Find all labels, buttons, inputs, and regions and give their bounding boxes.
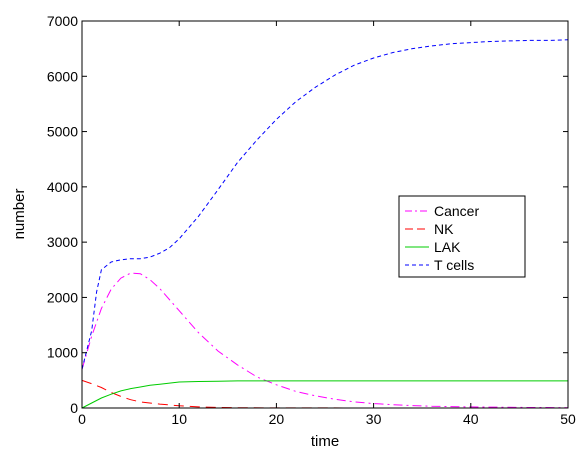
x-tick-label: 20 [269, 411, 285, 427]
series-line-t-cells [81, 39, 569, 370]
legend-label-cancer: Cancer [434, 203, 479, 219]
x-tick-label: 0 [78, 411, 86, 427]
legend: Cancer NK LAK T cells [398, 195, 526, 278]
x-tick-label: 30 [366, 411, 382, 427]
legend-label-t-cells: T cells [434, 257, 474, 273]
y-tick-label: 1000 [47, 345, 78, 361]
legend-box [398, 195, 526, 278]
legend-label-nk: NK [434, 221, 454, 237]
series-line-lak [81, 380, 568, 409]
y-tick-label: 6000 [47, 68, 78, 84]
y-tick-label: 7000 [47, 13, 78, 29]
plot-frame [81, 20, 569, 409]
y-tick-label: 4000 [47, 179, 78, 195]
y-tick-label: 0 [70, 400, 78, 416]
x-tick-label: 50 [560, 411, 576, 427]
x-tick-label: 10 [171, 411, 187, 427]
x-axis-label: time [311, 433, 339, 450]
x-tick-label: 40 [463, 411, 479, 427]
series-line-cancer [81, 272, 569, 409]
legend-label-lak: LAK [434, 239, 461, 255]
y-axis-label: number [11, 189, 28, 240]
y-tick-label: 2000 [47, 289, 78, 305]
y-tick-label: 5000 [47, 124, 78, 140]
ticks-layer: 0 10 20 30 40 50 0 1000 2000 3000 4000 5000 6000 7000 [47, 13, 576, 427]
y-tick-label: 3000 [47, 234, 78, 250]
